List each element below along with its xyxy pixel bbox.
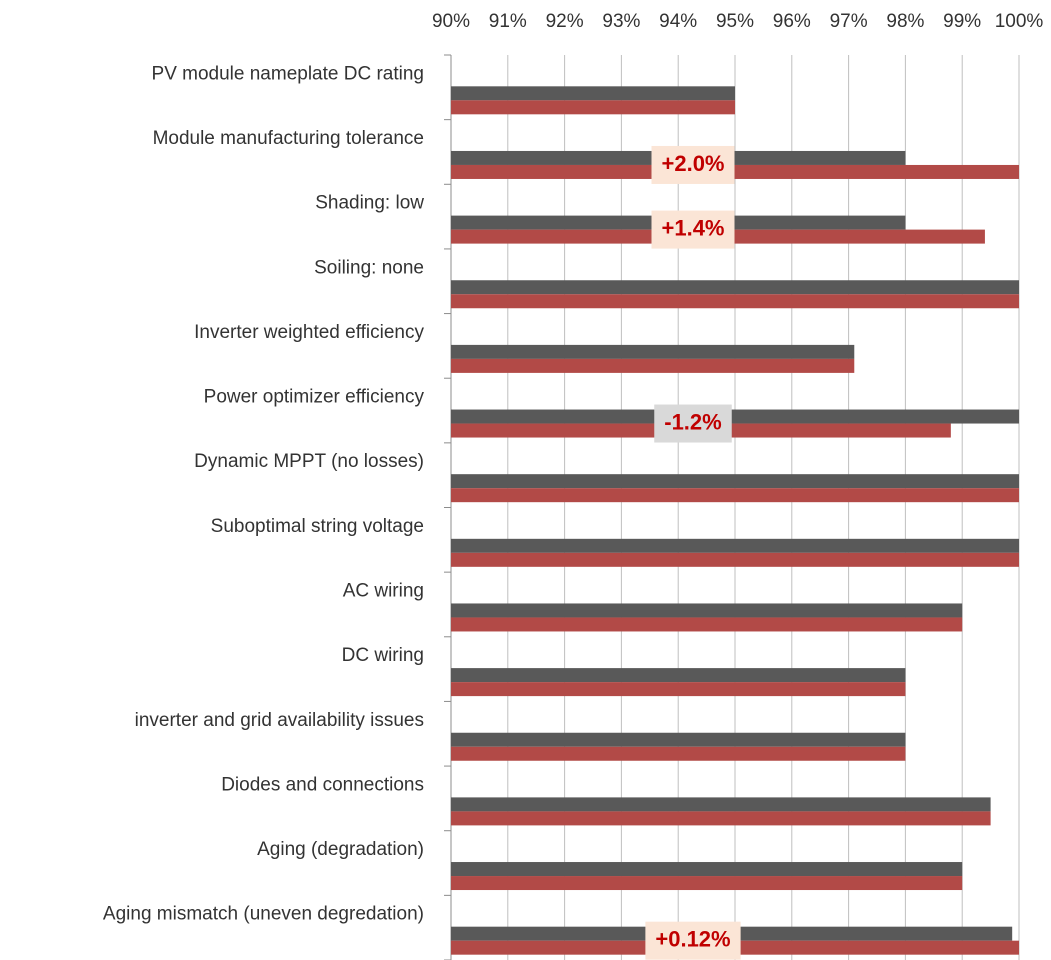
x-tick-label: 90%	[432, 11, 470, 32]
bar	[451, 100, 735, 115]
bar	[451, 603, 963, 618]
bar	[451, 746, 906, 761]
x-tick-label: 95%	[716, 11, 754, 32]
x-tick-label: 100%	[995, 11, 1044, 32]
y-tick-label: inverter and grid availability issues	[135, 710, 424, 731]
x-tick-label: 94%	[659, 11, 697, 32]
bar	[451, 86, 735, 101]
bar	[451, 280, 1019, 295]
annotation-box	[645, 921, 741, 960]
y-tick-label: Soiling: none	[314, 257, 424, 278]
bar	[451, 538, 1019, 553]
bar	[451, 358, 855, 373]
bar	[451, 552, 1019, 567]
y-tick-label: Shading: low	[315, 193, 424, 214]
bar	[451, 474, 1019, 489]
bar	[451, 797, 991, 812]
annotation: +1.4%	[662, 215, 725, 240]
y-tick-label: Power optimizer efficiency	[204, 387, 425, 408]
bar	[451, 617, 963, 632]
annotation-box	[651, 145, 735, 184]
bar	[451, 488, 1019, 503]
annotation: +0.12%	[655, 926, 730, 951]
y-tick-label: Suboptimal string voltage	[211, 516, 424, 537]
y-tick-label: PV module nameplate DC rating	[152, 63, 424, 84]
annotation: +2.0%	[662, 151, 725, 176]
y-tick-label: Dynamic MPPT (no losses)	[194, 451, 424, 472]
bar	[451, 811, 991, 826]
x-tick-label: 99%	[943, 11, 981, 32]
bar	[451, 344, 855, 359]
y-tick-label: Inverter weighted efficiency	[194, 322, 424, 343]
bar	[451, 668, 906, 683]
x-tick-label: 97%	[830, 11, 868, 32]
bar	[451, 409, 1019, 424]
x-tick-label: 92%	[546, 11, 584, 32]
bar	[451, 862, 963, 877]
bar	[451, 732, 906, 747]
annotation-box	[654, 404, 732, 443]
y-tick-label: Aging mismatch (uneven degredation)	[103, 904, 424, 925]
x-tick-label: 91%	[489, 11, 527, 32]
bar	[451, 876, 963, 891]
annotation-box	[651, 210, 735, 249]
bar	[451, 682, 906, 697]
bar	[451, 294, 1019, 309]
bar	[451, 164, 1019, 179]
y-tick-label: Diodes and connections	[221, 774, 424, 795]
y-tick-label: Aging (degradation)	[257, 839, 424, 860]
annotation: -1.2%	[664, 409, 721, 434]
y-tick-label: AC wiring	[343, 580, 424, 601]
x-tick-label: 93%	[602, 11, 640, 32]
y-tick-label: DC wiring	[342, 645, 424, 666]
x-tick-label: 98%	[886, 11, 924, 32]
x-tick-label: 96%	[773, 11, 811, 32]
y-tick-label: Module manufacturing tolerance	[153, 128, 424, 149]
